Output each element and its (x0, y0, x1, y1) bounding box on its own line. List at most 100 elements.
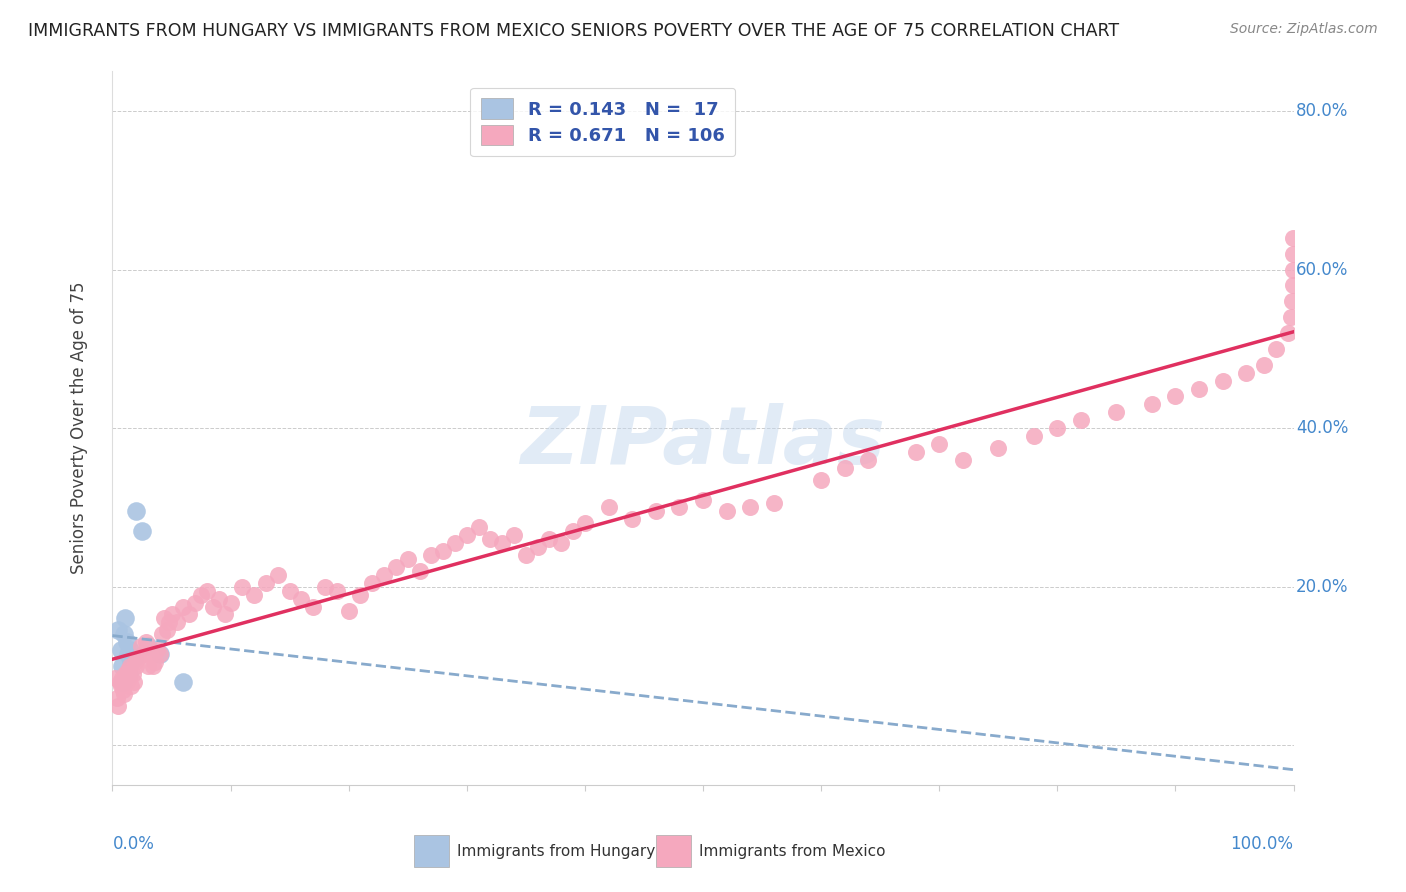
Point (1279, 310, 1302, 325)
Text: 0.0%: 0.0% (112, 835, 155, 853)
Point (115, 635, 138, 649)
Point (179, 607, 201, 622)
Point (1234, 366, 1257, 380)
Point (156, 624, 179, 638)
Point (1282, 262, 1305, 277)
Point (132, 647, 155, 661)
Point (444, 536, 467, 550)
Point (166, 615, 188, 630)
Point (810, 473, 832, 487)
Point (153, 611, 176, 625)
Point (160, 607, 183, 622)
Point (112, 674, 135, 689)
Point (127, 651, 149, 665)
Point (408, 564, 430, 578)
Point (302, 599, 325, 614)
Point (110, 643, 132, 657)
Point (1282, 278, 1305, 293)
Point (120, 643, 142, 657)
Point (987, 441, 1010, 455)
Point (142, 659, 165, 673)
Point (1212, 374, 1234, 388)
Point (104, 671, 127, 685)
Point (420, 548, 443, 562)
Point (122, 674, 145, 689)
Point (361, 575, 384, 590)
Point (108, 674, 131, 689)
Point (139, 647, 162, 661)
Point (118, 671, 141, 685)
Point (149, 647, 172, 661)
Point (562, 524, 585, 539)
Point (432, 544, 454, 558)
Point (1105, 405, 1128, 419)
Text: Source: ZipAtlas.com: Source: ZipAtlas.com (1230, 22, 1378, 37)
Point (124, 655, 146, 669)
Point (136, 639, 159, 653)
Point (107, 698, 129, 713)
Point (243, 588, 266, 602)
Point (858, 453, 880, 467)
Text: Immigrants from Hungary: Immigrants from Hungary (457, 844, 655, 859)
Point (219, 596, 242, 610)
Point (157, 615, 180, 630)
Point (105, 690, 128, 705)
Point (122, 651, 145, 665)
Point (117, 647, 139, 661)
Y-axis label: Seniors Poverty Over the Age of 75: Seniors Poverty Over the Age of 75 (70, 282, 89, 574)
Text: 40.0%: 40.0% (1296, 419, 1348, 437)
Point (112, 687, 135, 701)
Point (467, 520, 489, 534)
Point (515, 548, 537, 562)
Point (1022, 429, 1045, 443)
Text: 60.0%: 60.0% (1296, 260, 1348, 278)
Point (115, 674, 138, 689)
Point (112, 627, 135, 641)
Point (129, 639, 152, 653)
Point (373, 567, 395, 582)
Point (278, 583, 301, 598)
Point (125, 504, 148, 518)
Point (120, 679, 142, 693)
Point (1070, 413, 1092, 427)
Point (644, 504, 666, 518)
Point (762, 496, 785, 510)
Point (118, 667, 141, 681)
Bar (413, 835, 449, 867)
Point (121, 667, 143, 681)
Point (1282, 246, 1305, 260)
Point (1281, 294, 1303, 309)
Point (574, 516, 596, 531)
Point (112, 682, 135, 697)
Point (1277, 326, 1299, 340)
Point (1140, 397, 1163, 411)
Text: ZIPatlas: ZIPatlas (520, 403, 886, 482)
Point (503, 528, 526, 542)
Point (107, 624, 129, 638)
Text: 100.0%: 100.0% (1230, 835, 1294, 853)
Point (195, 583, 218, 598)
Point (491, 536, 513, 550)
Point (111, 671, 134, 685)
Text: 80.0%: 80.0% (1296, 102, 1348, 120)
Point (349, 588, 371, 602)
Point (396, 552, 419, 566)
Point (479, 532, 502, 546)
Point (150, 627, 173, 641)
Point (385, 560, 408, 574)
Point (740, 500, 762, 515)
Point (834, 460, 856, 475)
Point (692, 492, 714, 507)
Point (117, 663, 139, 677)
Point (114, 611, 136, 625)
Point (538, 532, 561, 546)
Point (598, 500, 620, 515)
Point (326, 583, 349, 598)
Point (172, 674, 194, 689)
Point (1253, 358, 1275, 372)
Point (1264, 342, 1286, 356)
Point (136, 659, 159, 673)
Text: IMMIGRANTS FROM HUNGARY VS IMMIGRANTS FROM MEXICO SENIORS POVERTY OVER THE AGE O: IMMIGRANTS FROM HUNGARY VS IMMIGRANTS FR… (28, 22, 1119, 40)
Point (111, 659, 134, 673)
Point (110, 679, 132, 693)
